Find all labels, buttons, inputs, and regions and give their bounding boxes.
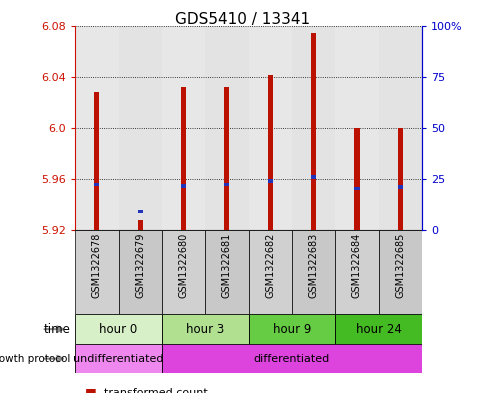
Bar — [75, 314, 162, 344]
Text: ■: ■ — [85, 386, 96, 393]
Text: hour 24: hour 24 — [355, 323, 401, 336]
Bar — [291, 230, 334, 314]
Bar — [205, 230, 248, 314]
Text: undifferentiated: undifferentiated — [73, 354, 164, 364]
Bar — [397, 185, 402, 189]
Text: hour 3: hour 3 — [186, 323, 224, 336]
Bar — [354, 187, 359, 190]
Text: GSM1322685: GSM1322685 — [394, 232, 405, 298]
Bar — [118, 26, 162, 230]
Bar — [181, 184, 186, 188]
Bar — [94, 92, 99, 230]
Bar — [354, 128, 359, 230]
Text: GSM1322678: GSM1322678 — [91, 232, 102, 298]
Bar — [137, 220, 142, 230]
Bar — [248, 314, 334, 344]
Text: GSM1322684: GSM1322684 — [351, 232, 361, 298]
Bar — [334, 230, 378, 314]
Bar — [310, 175, 316, 179]
Text: GSM1322680: GSM1322680 — [178, 232, 188, 298]
Bar — [181, 87, 186, 230]
Bar — [205, 26, 248, 230]
Text: transformed count: transformed count — [104, 388, 208, 393]
Bar — [94, 183, 99, 186]
Bar — [162, 26, 205, 230]
Bar — [137, 210, 142, 213]
Text: GSM1322683: GSM1322683 — [308, 232, 318, 298]
Bar — [75, 344, 162, 373]
Bar — [310, 33, 316, 230]
Text: differentiated: differentiated — [253, 354, 329, 364]
Bar — [378, 230, 421, 314]
Bar — [267, 179, 272, 183]
Bar — [224, 87, 229, 230]
Text: hour 0: hour 0 — [99, 323, 137, 336]
Bar — [397, 128, 402, 230]
Bar — [75, 26, 118, 230]
Text: GSM1322682: GSM1322682 — [265, 232, 274, 298]
Bar — [224, 183, 229, 186]
Text: hour 9: hour 9 — [272, 323, 310, 336]
Bar — [162, 230, 205, 314]
Bar — [378, 26, 421, 230]
Text: time: time — [44, 323, 70, 336]
Text: GSM1322681: GSM1322681 — [222, 232, 231, 298]
Bar — [291, 26, 334, 230]
Bar — [118, 230, 162, 314]
Bar — [162, 344, 421, 373]
Bar — [334, 314, 421, 344]
Bar — [334, 26, 378, 230]
Bar — [248, 26, 291, 230]
Bar — [75, 230, 118, 314]
Text: GSM1322679: GSM1322679 — [135, 232, 145, 298]
Text: growth protocol: growth protocol — [0, 354, 70, 364]
Text: GDS5410 / 13341: GDS5410 / 13341 — [175, 12, 309, 27]
Bar — [267, 75, 272, 230]
Bar — [162, 314, 248, 344]
Bar — [248, 230, 291, 314]
